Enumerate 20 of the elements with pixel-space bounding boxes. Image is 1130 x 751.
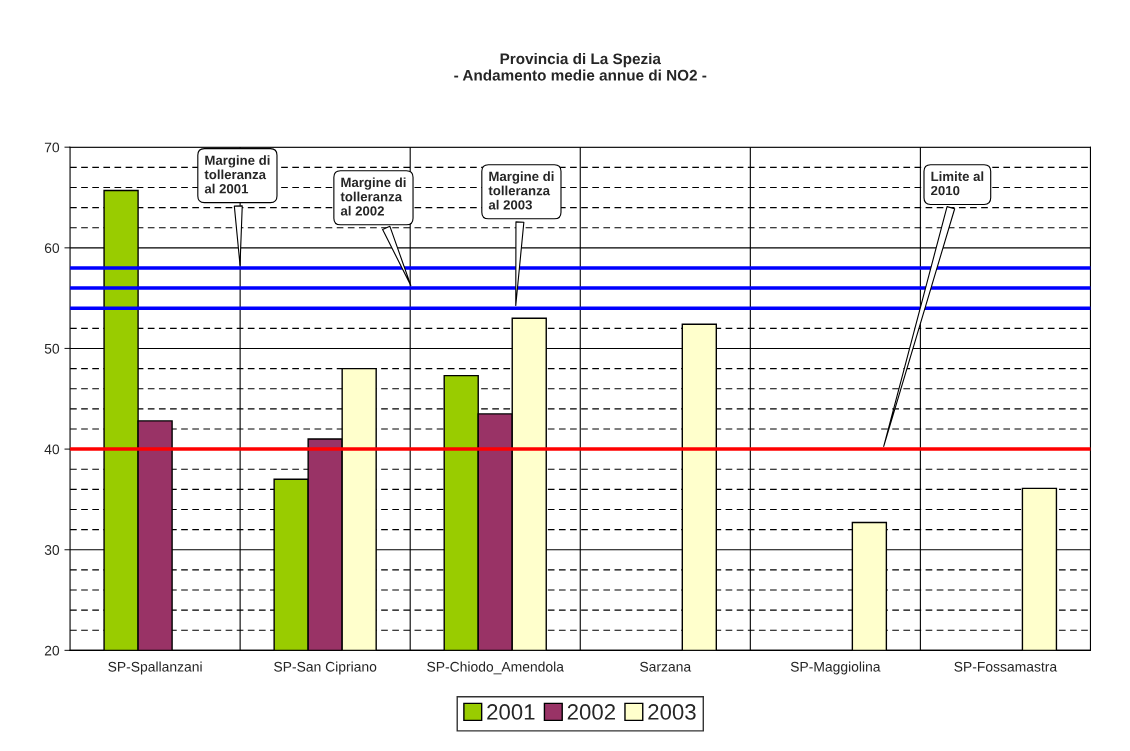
y-tick-label: 50	[44, 343, 60, 354]
y-tick-label: 60	[44, 243, 60, 253]
x-tick-label: SP-Chiodo_Amendola	[427, 661, 564, 675]
legend-label: 2003	[648, 704, 696, 720]
legend-label: 2002	[567, 704, 615, 720]
x-tick-label: SP-San Cipriano	[274, 661, 377, 675]
y-tick-label: 70	[44, 142, 60, 153]
y-tick-label: 40	[44, 444, 60, 455]
legend-label: 2001	[487, 704, 535, 720]
y-tick-label: 20	[44, 645, 60, 656]
x-tick-label: SP-Fossamastra	[954, 661, 1058, 672]
ref-line-label: Margine di tolleranza al 2001	[204, 155, 270, 194]
x-tick-label: SP-Spallanzani	[108, 661, 202, 675]
y-tick-label: 30	[44, 545, 60, 555]
ref-line-label: Margine di tolleranza al 2002	[340, 177, 406, 216]
ref-line-label: Limite al 2010	[931, 171, 984, 196]
chart-title: Provincia di La Spezia - Andamento medie annue di NO2 -	[454, 53, 707, 81]
ref-line-label: Margine di tolleranza al 2003	[488, 171, 554, 210]
x-tick-label: SP-Maggiolina	[790, 661, 881, 675]
x-tick-label: Sarzana	[640, 661, 692, 672]
